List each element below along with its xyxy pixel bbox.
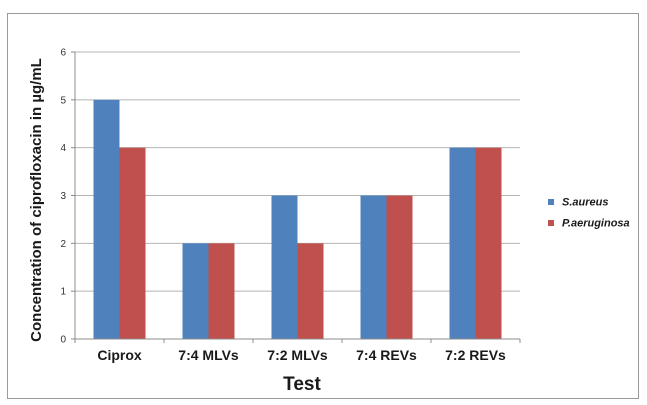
legend-swatch — [548, 199, 554, 205]
y-tick-label: 4 — [60, 143, 66, 154]
y-tick-label: 0 — [60, 335, 66, 346]
bar-p-aeruginosa-0 — [119, 147, 146, 339]
y-tick-label: 2 — [60, 239, 66, 250]
bar-p-aeruginosa-2 — [297, 243, 324, 339]
bar-s-aureus-0 — [93, 99, 120, 339]
x-tick-label: Ciprox — [97, 347, 142, 363]
legend: S.aureus P.aeruginosa — [548, 197, 630, 230]
legend-swatch — [548, 220, 554, 226]
bar-s-aureus-1 — [182, 243, 209, 339]
bar-s-aureus-3 — [360, 195, 387, 339]
legend-label: P.aeruginosa — [562, 218, 630, 230]
gridlines — [75, 51, 520, 292]
y-axis-title: Concentration of ciprofloxacin in µg/mL — [28, 58, 45, 342]
y-tick-label: 1 — [60, 287, 66, 298]
bar-p-aeruginosa-3 — [386, 195, 413, 339]
legend-label: S.aureus — [562, 197, 608, 209]
bar-s-aureus-4 — [449, 147, 476, 339]
axes — [74, 52, 520, 340]
x-axis-ticks: Ciprox 7:4 MLVs 7:2 MLVs 7:4 REVs 7:2 REVs — [74, 339, 521, 363]
bars — [93, 99, 502, 339]
x-tick-label: 7:4 REVs — [356, 347, 417, 363]
bar-p-aeruginosa-1 — [208, 243, 235, 339]
y-axis-ticks: 0 1 2 3 4 5 6 — [60, 48, 75, 346]
x-tick-label: 7:4 MLVs — [178, 347, 239, 363]
y-tick-label: 3 — [60, 191, 66, 202]
bar-p-aeruginosa-4 — [475, 147, 502, 339]
x-axis-title: Test — [283, 374, 321, 395]
x-tick-label: 7:2 REVs — [445, 347, 506, 363]
y-tick-label: 5 — [60, 95, 66, 106]
y-tick-label: 6 — [60, 48, 66, 59]
x-tick-label: 7:2 MLVs — [267, 347, 328, 363]
bar-s-aureus-2 — [271, 195, 298, 339]
